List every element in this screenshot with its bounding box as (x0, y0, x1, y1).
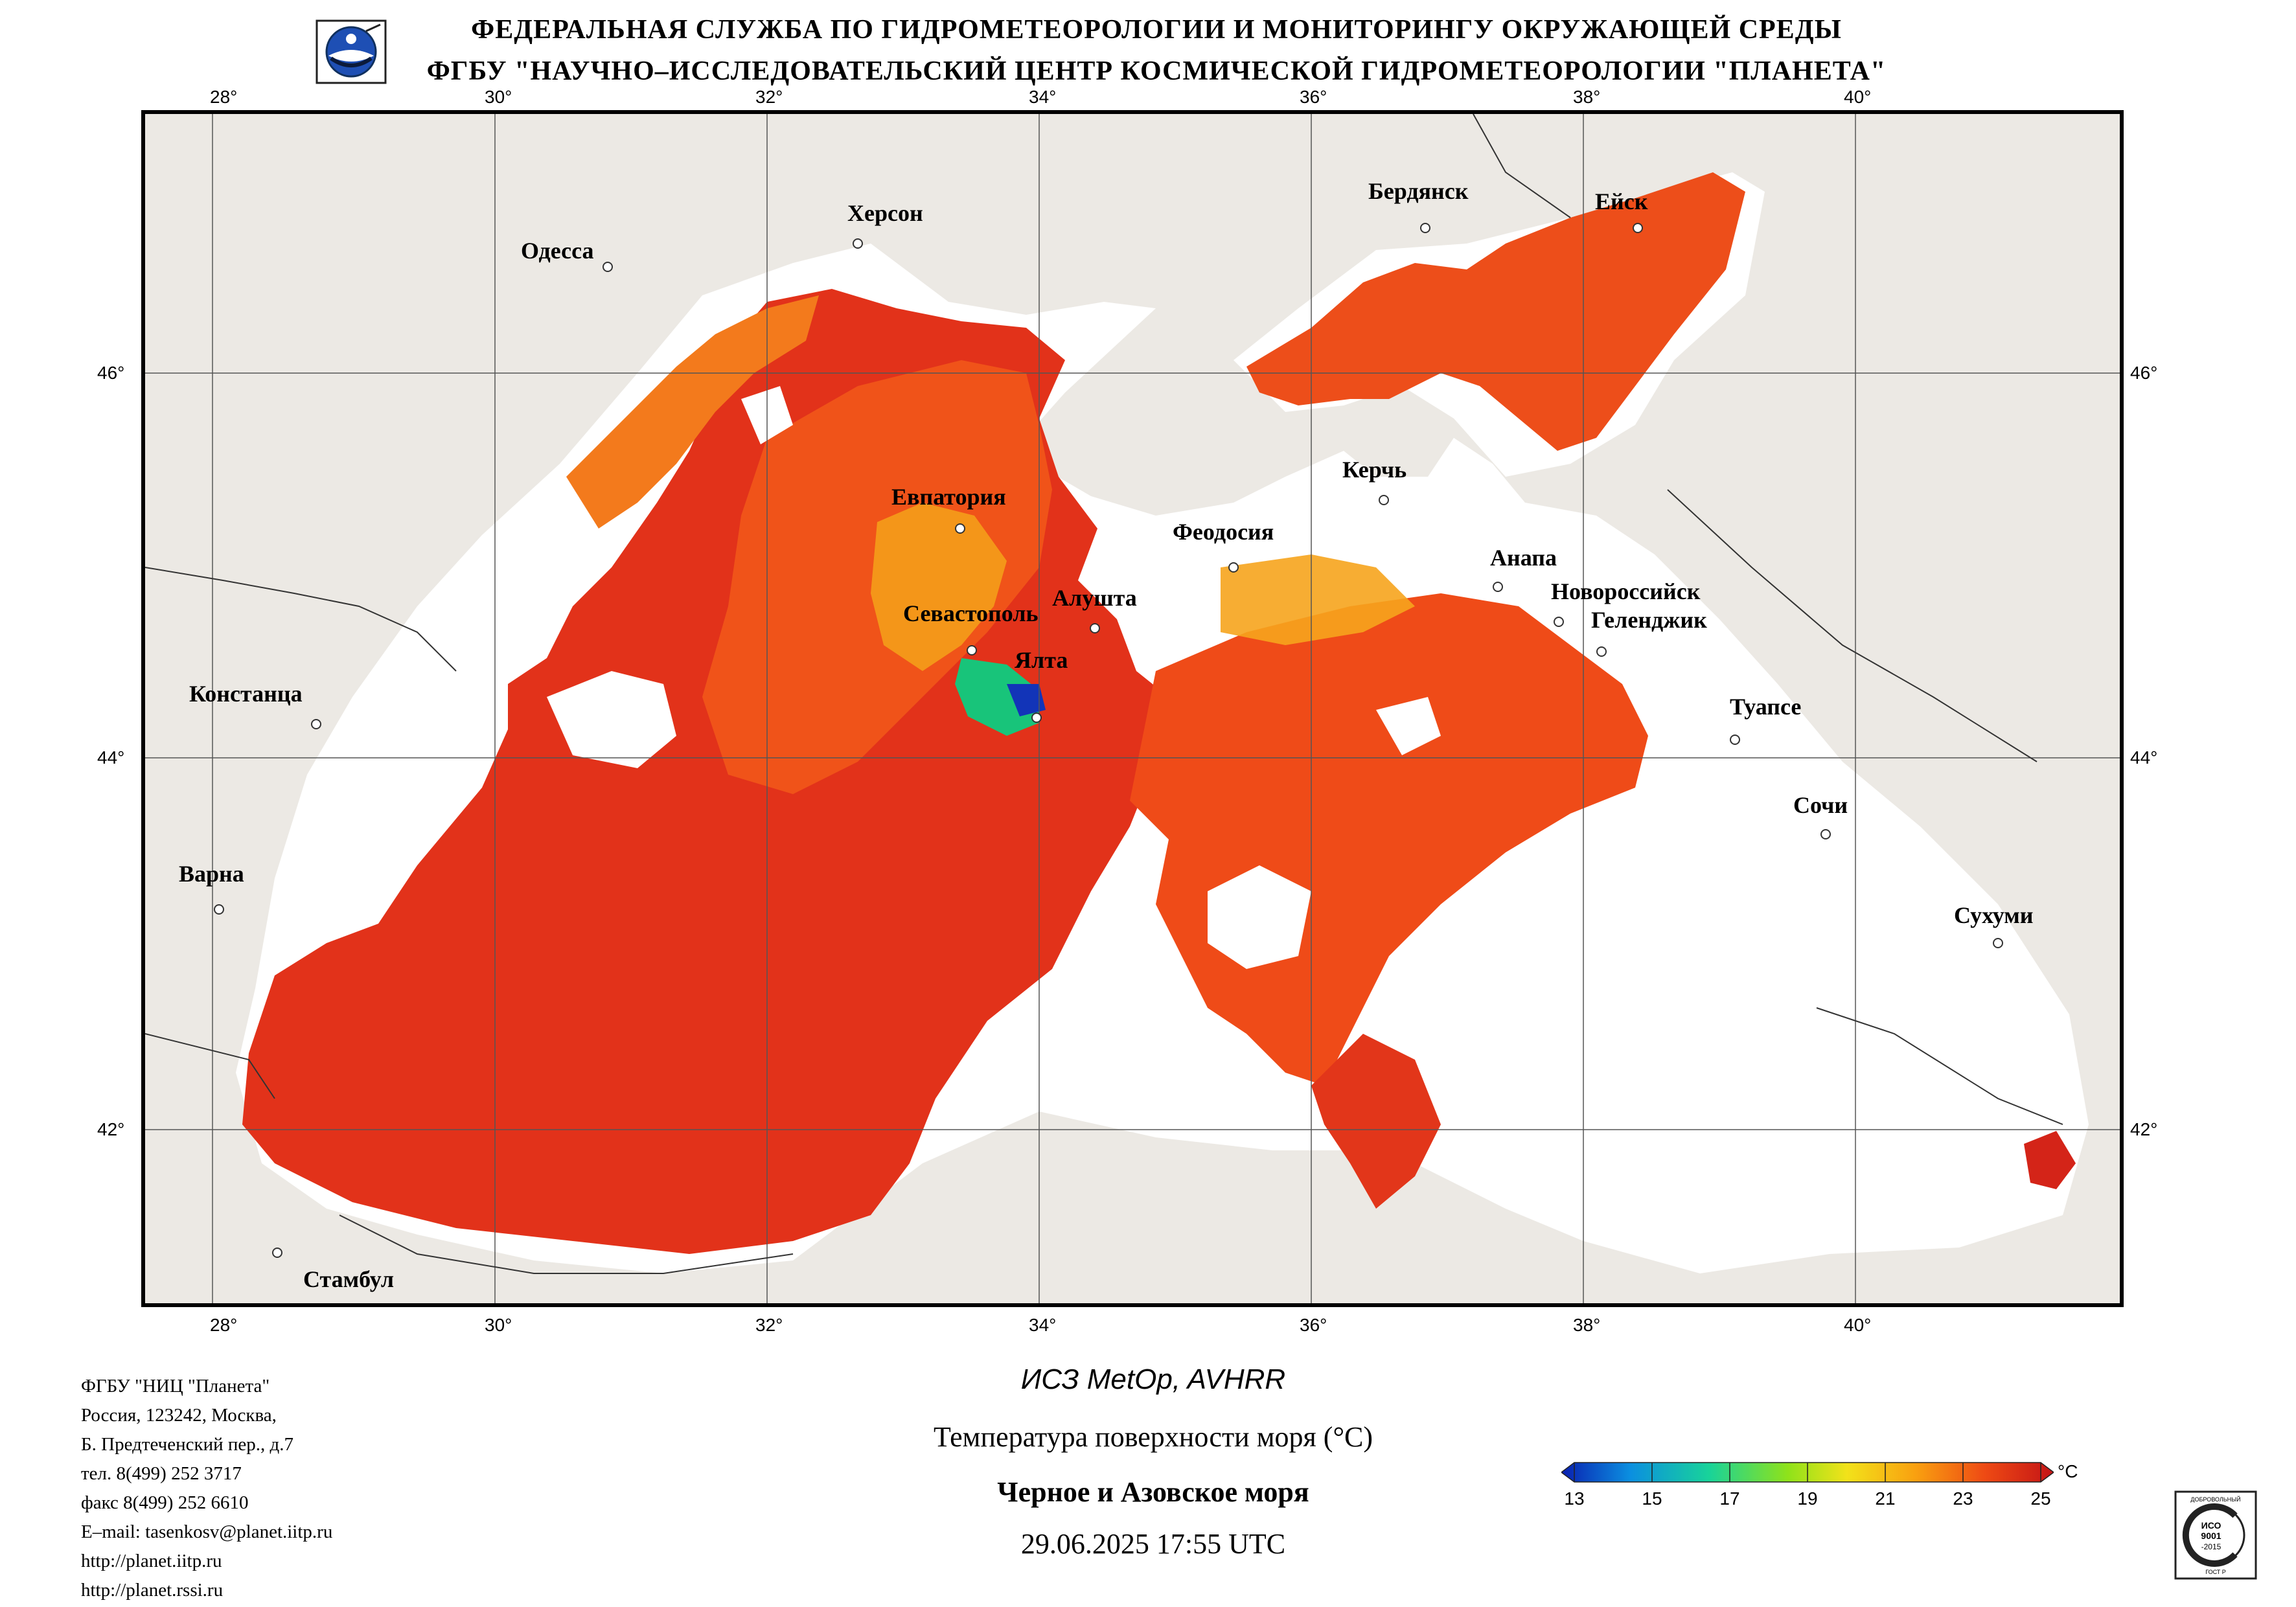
sst-cold-yalta (955, 658, 1039, 736)
lon-label-bottom: 34° (1029, 1315, 1057, 1335)
city-label-sevastopol: Севастополь (903, 600, 1039, 626)
contact-line: ФГБУ "НИЦ "Планета" (81, 1376, 270, 1396)
scale-tick: 19 (1797, 1488, 1818, 1509)
city-markers (214, 223, 2003, 1258)
contact-email: E–mail: tasenkosv@planet.iitp.ru (81, 1522, 333, 1542)
city-label-yeysk: Ейск (1595, 188, 1648, 214)
contact-block: ФГБУ "НИЦ "Планета" Россия, 123242, Моск… (81, 1372, 332, 1605)
lon-label-top: 30° (485, 87, 512, 107)
lon-label-top: 34° (1029, 87, 1057, 107)
lon-label-top: 38° (1573, 87, 1601, 107)
city-label-feodosia: Феодосия (1173, 519, 1274, 545)
city-label-yalta: Ялта (1015, 647, 1068, 673)
iso-certification-badge: ДОБРОВОЛЬНЫЙ ИСО 9001 -2015 ГОСТ Р (2174, 1490, 2258, 1580)
contact-url: http://planet.rssi.ru (81, 1580, 224, 1601)
sst-northwest-shelf (566, 295, 819, 529)
sst-map (141, 110, 2124, 1307)
contact-line: Россия, 123242, Москва, (81, 1405, 277, 1426)
cloud-hole-4 (1376, 697, 1441, 755)
sst-east-south-patch (1311, 1034, 1441, 1209)
lon-label-bottom: 36° (1300, 1315, 1327, 1335)
caption-datetime: 29.06.2025 17:55 UTC (1020, 1528, 1286, 1560)
lon-label-top: 36° (1300, 87, 1327, 107)
city-label-novorossiysk: Новороссийск (1551, 578, 1701, 604)
scale-tick: 21 (1875, 1488, 1896, 1509)
city-label-evpatoria: Евпатория (891, 484, 1006, 510)
color-scale-bar (1561, 1462, 2054, 1483)
lat-label-right: 46° (2130, 363, 2158, 383)
caption-parameter: Температура поверхности моря (°C) (933, 1421, 1373, 1453)
header-center: ФГБУ "НАУЧНО–ИССЛЕДОВАТЕЛЬСКИЙ ЦЕНТР КОС… (426, 56, 1887, 86)
scale-tick: 13 (1564, 1488, 1585, 1509)
city-label-alushta: Алушта (1052, 585, 1137, 611)
lat-label-left: 46° (97, 363, 125, 383)
city-label-odessa: Одесса (521, 238, 594, 264)
graticule (145, 114, 2120, 1303)
sst-coldest-yalta (1007, 684, 1046, 716)
contact-line: факс 8(499) 252 6610 (81, 1492, 249, 1513)
scale-tick: 23 (1953, 1488, 1973, 1509)
badge-top-text: ДОБРОВОЛЬНЫЙ (2190, 1496, 2240, 1503)
city-label-constanta: Констанца (189, 681, 303, 707)
lon-label-bottom: 38° (1573, 1315, 1601, 1335)
scale-tick: 25 (2030, 1488, 2051, 1509)
scale-tick: 15 (1642, 1488, 1662, 1509)
lon-label-top: 28° (210, 87, 238, 107)
lat-label-right: 42° (2130, 1119, 2158, 1139)
city-label-sochi: Сочи (1793, 792, 1848, 818)
cloud-hole-1 (547, 671, 676, 768)
planeta-logo (316, 19, 387, 84)
city-label-anapa: Анапа (1490, 545, 1557, 571)
cloud-hole-3 (1208, 865, 1311, 969)
sst-azov (1246, 172, 1745, 451)
lat-label-right: 44° (2130, 747, 2158, 768)
contact-url: http://planet.iitp.ru (81, 1551, 222, 1571)
sst-southeast-patch (2024, 1131, 2076, 1189)
caption-region: Черное и Азовское моря (997, 1476, 1309, 1508)
city-label-kerch: Керчь (1342, 457, 1407, 483)
badge-bottom-text: ГОСТ Р (2205, 1569, 2226, 1575)
city-label-sukhumi: Сухуми (1954, 902, 2034, 928)
scale-tick: 17 (1719, 1488, 1740, 1509)
badge-number-text: 9001 (2201, 1531, 2221, 1541)
city-label-tuapse: Туапсе (1730, 694, 1802, 720)
city-label-gelendzhik: Геленджик (1591, 607, 1707, 633)
lon-label-bottom: 32° (755, 1315, 783, 1335)
lon-label-top: 32° (755, 87, 783, 107)
contact-line: Б. Предтеченский пер., д.7 (81, 1434, 294, 1455)
city-label-kherson: Херсон (847, 200, 923, 226)
lat-label-left: 42° (97, 1119, 125, 1139)
city-label-berdyansk: Бердянск (1368, 178, 1469, 204)
sst-northeast-orange (1221, 554, 1415, 645)
city-label-varna: Варна (179, 861, 244, 887)
lon-label-bottom: 40° (1844, 1315, 1872, 1335)
lon-label-bottom: 28° (210, 1315, 238, 1335)
header-agency: ФЕДЕРАЛЬНАЯ СЛУЖБА ПО ГИДРОМЕТЕОРОЛОГИИ … (471, 15, 1842, 45)
badge-year-text: -2015 (2201, 1542, 2221, 1551)
badge-iso-text: ИСО (2201, 1520, 2221, 1531)
scale-unit: °C (2058, 1461, 2078, 1481)
lon-label-top: 40° (1844, 87, 1872, 107)
contact-line: тел. 8(499) 252 3717 (81, 1463, 242, 1484)
lon-label-bottom: 30° (485, 1315, 512, 1335)
caption-satellite: ИСЗ MetOp, AVHRR (1020, 1363, 1286, 1395)
lat-label-left: 44° (97, 747, 125, 768)
city-label-istanbul: Стамбул (303, 1266, 395, 1292)
color-scale-ticks: 13 15 17 19 21 23 25 (1561, 1488, 2054, 1514)
borders (145, 114, 2063, 1274)
sst-crimea-yellow (871, 503, 1007, 671)
